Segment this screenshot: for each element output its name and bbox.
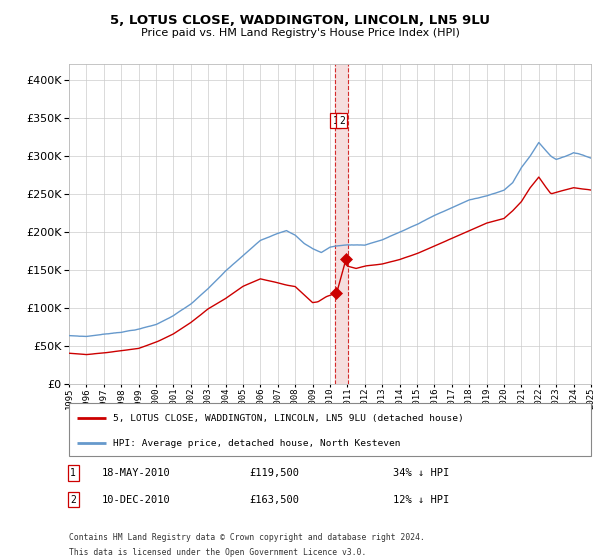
Text: This data is licensed under the Open Government Licence v3.0.: This data is licensed under the Open Gov… xyxy=(69,548,367,557)
Text: £163,500: £163,500 xyxy=(249,494,299,505)
Text: 12% ↓ HPI: 12% ↓ HPI xyxy=(393,494,449,505)
Text: 1: 1 xyxy=(332,116,338,125)
Text: Contains HM Land Registry data © Crown copyright and database right 2024.: Contains HM Land Registry data © Crown c… xyxy=(69,533,425,542)
Text: 18-MAY-2010: 18-MAY-2010 xyxy=(102,468,171,478)
Bar xyxy=(335,64,348,384)
Text: 5, LOTUS CLOSE, WADDINGTON, LINCOLN, LN5 9LU: 5, LOTUS CLOSE, WADDINGTON, LINCOLN, LN5… xyxy=(110,14,490,27)
Text: 34% ↓ HPI: 34% ↓ HPI xyxy=(393,468,449,478)
Text: 5, LOTUS CLOSE, WADDINGTON, LINCOLN, LN5 9LU (detached house): 5, LOTUS CLOSE, WADDINGTON, LINCOLN, LN5… xyxy=(113,414,464,423)
Text: Price paid vs. HM Land Registry's House Price Index (HPI): Price paid vs. HM Land Registry's House … xyxy=(140,28,460,38)
Text: £119,500: £119,500 xyxy=(249,468,299,478)
Text: 2: 2 xyxy=(70,494,76,505)
Text: 2: 2 xyxy=(339,116,345,125)
Text: HPI: Average price, detached house, North Kesteven: HPI: Average price, detached house, Nort… xyxy=(113,438,401,447)
Text: 10-DEC-2010: 10-DEC-2010 xyxy=(102,494,171,505)
Text: 1: 1 xyxy=(70,468,76,478)
